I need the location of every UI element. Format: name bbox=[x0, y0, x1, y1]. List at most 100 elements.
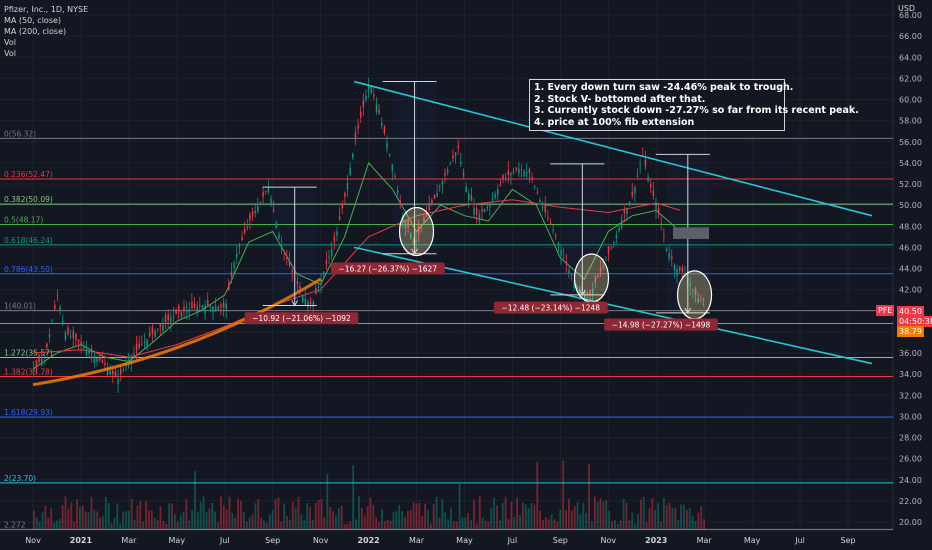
volume-bar bbox=[113, 517, 116, 530]
volume-bar bbox=[248, 516, 251, 530]
volume-bar bbox=[634, 523, 636, 530]
candle-body bbox=[106, 367, 109, 375]
volume-bar bbox=[668, 502, 671, 530]
volume-bar bbox=[553, 519, 556, 530]
volume-bar bbox=[648, 507, 651, 530]
volume-bar bbox=[685, 509, 688, 530]
volume-bar bbox=[96, 511, 99, 530]
legend-ma200[interactable]: MA (200, close) bbox=[4, 27, 67, 36]
legend-ma50[interactable]: MA (50, close) bbox=[4, 16, 62, 25]
volume-bar bbox=[556, 521, 559, 530]
candle-body bbox=[457, 145, 460, 149]
volume-bar bbox=[544, 517, 547, 530]
candle-body bbox=[594, 276, 597, 283]
candle-body bbox=[557, 242, 560, 246]
candle-body bbox=[299, 286, 301, 291]
arrow-head bbox=[578, 289, 586, 296]
volume-bar bbox=[162, 520, 165, 530]
candle-body bbox=[634, 186, 636, 194]
candle-body bbox=[149, 332, 151, 337]
label-bg bbox=[493, 301, 608, 314]
price-axis[interactable]: 20.00 22.00 24.00 26.00 28.00 30.00 32.00 34.00… bbox=[899, 11, 922, 527]
volume-bar bbox=[125, 511, 127, 530]
legend-vol-2[interactable]: Vol bbox=[4, 49, 16, 58]
volume-bar bbox=[119, 523, 122, 530]
volume-bar bbox=[274, 499, 277, 530]
candle-body bbox=[655, 204, 657, 211]
volume-bar bbox=[510, 501, 513, 530]
label-bg bbox=[604, 318, 718, 331]
volume-bar bbox=[73, 521, 76, 530]
volume-bars bbox=[33, 460, 706, 530]
candle-body bbox=[257, 206, 259, 212]
volume-bar bbox=[579, 514, 582, 530]
volume-bar bbox=[84, 511, 87, 530]
y-tick-label: 64.00 bbox=[899, 53, 922, 62]
candle-body bbox=[228, 283, 230, 291]
fib-label: 2.272 bbox=[4, 520, 26, 529]
candle-body bbox=[325, 260, 328, 265]
candle-body bbox=[473, 207, 475, 215]
candle-body bbox=[649, 184, 652, 188]
volume-bar bbox=[539, 510, 542, 530]
candle-body bbox=[330, 248, 333, 256]
candle-body bbox=[162, 324, 164, 332]
candle-body bbox=[96, 358, 98, 362]
legend-title[interactable]: Pfizer, Inc., 1D, NYSE bbox=[4, 5, 89, 14]
volume-bar bbox=[568, 498, 570, 530]
candle-body bbox=[178, 306, 180, 313]
candle-body bbox=[520, 169, 523, 171]
candle-body bbox=[370, 87, 372, 94]
candle-body bbox=[104, 363, 106, 366]
y-tick-label: 56.00 bbox=[899, 138, 922, 147]
candle-body bbox=[204, 305, 206, 314]
candle-body bbox=[399, 200, 402, 203]
countdown-tag: 04:50:38 bbox=[897, 316, 932, 327]
volume-bar bbox=[127, 510, 130, 530]
legend-vol[interactable]: Vol bbox=[4, 38, 16, 47]
x-tick-label: Sep bbox=[265, 536, 280, 545]
level-tag: 38.79 bbox=[897, 326, 924, 337]
ma50-line bbox=[32, 161, 681, 370]
candle-body bbox=[183, 306, 185, 311]
volume-bar bbox=[251, 514, 254, 530]
candle-body bbox=[196, 306, 198, 313]
candle-body bbox=[425, 212, 428, 217]
volume-bar bbox=[559, 509, 562, 530]
candle-body bbox=[83, 346, 85, 349]
candle-body bbox=[431, 199, 433, 205]
candle-body bbox=[388, 153, 391, 156]
candle-body bbox=[77, 339, 80, 343]
candle-body bbox=[407, 220, 409, 228]
candle-body bbox=[620, 220, 623, 228]
volume-bar bbox=[33, 510, 35, 530]
volume-bar bbox=[674, 508, 677, 530]
note-1: 1. Every down turn saw -24.46% peak to t… bbox=[534, 82, 794, 93]
volume-bar bbox=[79, 507, 81, 530]
time-axis[interactable]: Nov 2021 Mar May Jul Sep Nov 2022 Mar May Jul Sep No… bbox=[25, 536, 855, 545]
candle-body bbox=[67, 327, 69, 335]
candle-body bbox=[636, 175, 639, 177]
volume-bar bbox=[50, 508, 53, 530]
volume-bar bbox=[450, 507, 452, 530]
volume-bar bbox=[326, 474, 329, 530]
candle-body bbox=[391, 164, 394, 172]
analysis-notes[interactable]: 1. Every down turn saw -24.46% peak to t… bbox=[529, 79, 859, 131]
volume-bar bbox=[188, 520, 191, 530]
volume-bar bbox=[691, 515, 694, 530]
candle-body bbox=[657, 207, 660, 214]
candle-body bbox=[193, 304, 196, 308]
volume-bar bbox=[133, 519, 136, 530]
y-tick-label: 46.00 bbox=[899, 243, 922, 252]
candle-body bbox=[452, 155, 454, 159]
volume-bar bbox=[657, 502, 659, 530]
volume-bar bbox=[582, 502, 585, 530]
volume-bar bbox=[90, 497, 93, 530]
volume-bar bbox=[372, 504, 375, 530]
y-tick-label: 52.00 bbox=[899, 180, 922, 189]
volume-bar bbox=[202, 496, 205, 530]
candle-body bbox=[170, 318, 172, 322]
candle-body bbox=[291, 270, 293, 273]
volume-bar bbox=[47, 517, 50, 530]
